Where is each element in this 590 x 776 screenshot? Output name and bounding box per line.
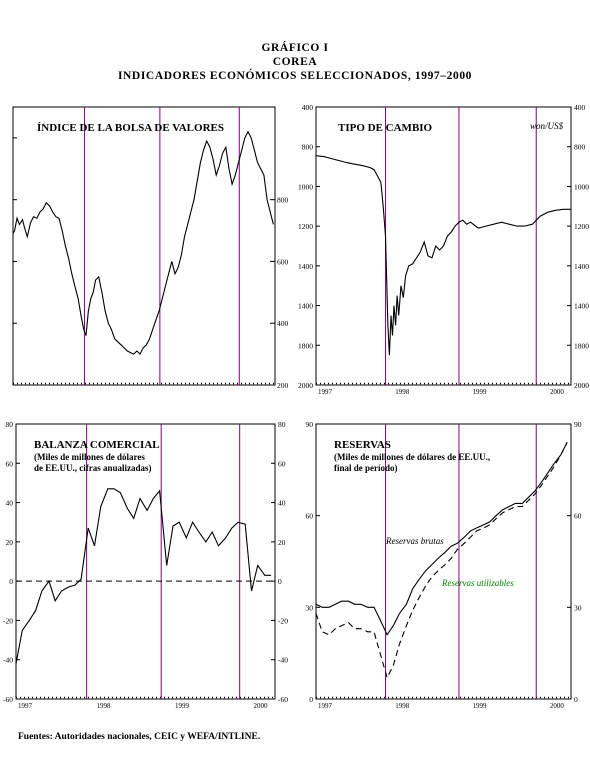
y-tick-label-left: -20 [3, 616, 13, 625]
x-tick-label: 1997 [318, 388, 333, 396]
x-tick-label: 2000 [550, 388, 565, 396]
x-tick-label: 2000 [550, 702, 565, 710]
y-tick-label-left: 90 [306, 420, 314, 429]
y-tick-label-left: 1200 [298, 222, 313, 231]
panel-reserves: 0 0 30 30 60 60 90 90 1997 1998 1999 2000 RESERVAS(M… [306, 420, 582, 710]
panel-frame [12, 106, 276, 386]
series-line-solid [15, 488, 272, 664]
x-tick-label: 1998 [96, 702, 111, 710]
figure-title: INDICADORES ECONÓMICOS SELECCIONADOS, 19… [117, 70, 473, 82]
panel-trade: -60 -60 -40 -40 -20 -20 0 0 20 20 40 40 60 60 80 80 1997… [3, 420, 288, 710]
series-line-solid [12, 130, 274, 356]
y-tick-label-right: 20 [278, 538, 286, 547]
x-tick-label: 1998 [395, 388, 410, 396]
y-tick-label-left: 30 [306, 603, 314, 612]
x-tick-label: 1998 [395, 702, 410, 710]
panel-title: BALANZA COMERCIAL [34, 439, 160, 451]
panel-frame [315, 106, 572, 386]
y-tick-label-right: 400 [277, 319, 289, 328]
y-tick-label-right: 30 [574, 603, 582, 612]
panel-subtitle: (Miles de millones de dólares [34, 452, 145, 462]
y-tick-label-right: 60 [574, 512, 582, 521]
panel-frame [15, 423, 276, 700]
y-tick-label-right: 1400 [574, 262, 589, 271]
series-line-solid [315, 442, 568, 636]
y-tick-label-right: 800 [277, 196, 289, 205]
panel-title: TIPO DE CAMBIO [338, 122, 433, 134]
panel-subtitle: de EE.UU., cifras anualizadas) [34, 463, 152, 473]
panel-stock: 200 400 600 800 ÍNDICE DE LA BOLSA DE VALORE… [12, 106, 289, 390]
figure-country: COREA [272, 56, 318, 68]
y-tick-label-right: -20 [278, 616, 288, 625]
y-tick-label-left: 2000 [298, 381, 313, 390]
unit-label: won/US$ [530, 121, 564, 131]
y-tick-label-right: 600 [277, 257, 289, 266]
panel-subtitle: (Miles de millones de dólares de EE.UU., [334, 452, 490, 462]
x-tick-label: 1999 [473, 388, 488, 396]
y-tick-label-left: 1000 [298, 182, 313, 191]
panel-title: RESERVAS [334, 439, 391, 451]
y-tick-label-right: 200 [277, 381, 289, 390]
y-tick-label-left: 1400 [298, 302, 313, 311]
source-note: Fuentes: Autoridades nacionales, CEIC y … [18, 732, 261, 742]
y-tick-label-right: 1400 [574, 302, 589, 311]
y-tick-label-right: 90 [574, 420, 582, 429]
y-tick-label-right: 1000 [574, 182, 589, 191]
panel-title: ÍNDICE DE LA BOLSA DE VALORES [37, 122, 224, 134]
y-tick-label-right: -40 [278, 656, 288, 665]
y-tick-label-right: 80 [278, 420, 286, 429]
panel-frame [315, 423, 572, 700]
y-tick-label-left: 800 [302, 143, 314, 152]
y-tick-label-left: 1800 [298, 341, 313, 350]
x-tick-label: 1999 [473, 702, 488, 710]
y-tick-label-right: 2000 [574, 381, 589, 390]
y-tick-label-right: 1800 [574, 341, 589, 350]
y-tick-label-right: 0 [574, 695, 578, 704]
y-tick-label-left: 80 [6, 420, 14, 429]
y-tick-label-left: 400 [302, 103, 314, 112]
y-tick-label-left: 60 [6, 459, 14, 468]
series-line-solid [315, 155, 571, 356]
panel-fx: 400 400 800 800 1000 1000 1200 1200 1400 1400 1400… [298, 103, 589, 396]
x-tick-label: 1999 [175, 702, 190, 710]
y-tick-label-right: 40 [278, 499, 286, 508]
x-tick-label: 2000 [253, 702, 267, 710]
y-tick-label-right: 0 [278, 577, 282, 586]
annotation-gross-reserves: Reservas brutas [385, 536, 444, 546]
x-tick-label: 1997 [318, 702, 333, 710]
y-tick-label-left: 0 [309, 695, 313, 704]
y-tick-label-left: 20 [6, 538, 14, 547]
y-tick-label-left: 0 [9, 577, 13, 586]
annotation-usable-reserves: Reservas utilizables [441, 578, 514, 588]
y-tick-label-left: 60 [306, 512, 314, 521]
y-tick-label-right: -60 [278, 695, 288, 704]
x-tick-label: 1997 [18, 702, 33, 710]
y-tick-label-right: 400 [574, 103, 586, 112]
y-tick-label-right: 800 [574, 143, 586, 152]
y-tick-label-right: 60 [278, 459, 286, 468]
figure-number: GRÁFICO I [261, 42, 329, 54]
y-tick-label-left: -40 [3, 656, 13, 665]
series-line-dashed [315, 442, 568, 680]
y-tick-label-right: 1200 [574, 222, 589, 231]
y-tick-label-left: -60 [3, 695, 13, 704]
y-tick-label-left: 1400 [298, 262, 313, 271]
y-tick-label-left: 40 [6, 499, 14, 508]
panel-subtitle: final de período) [334, 463, 398, 473]
